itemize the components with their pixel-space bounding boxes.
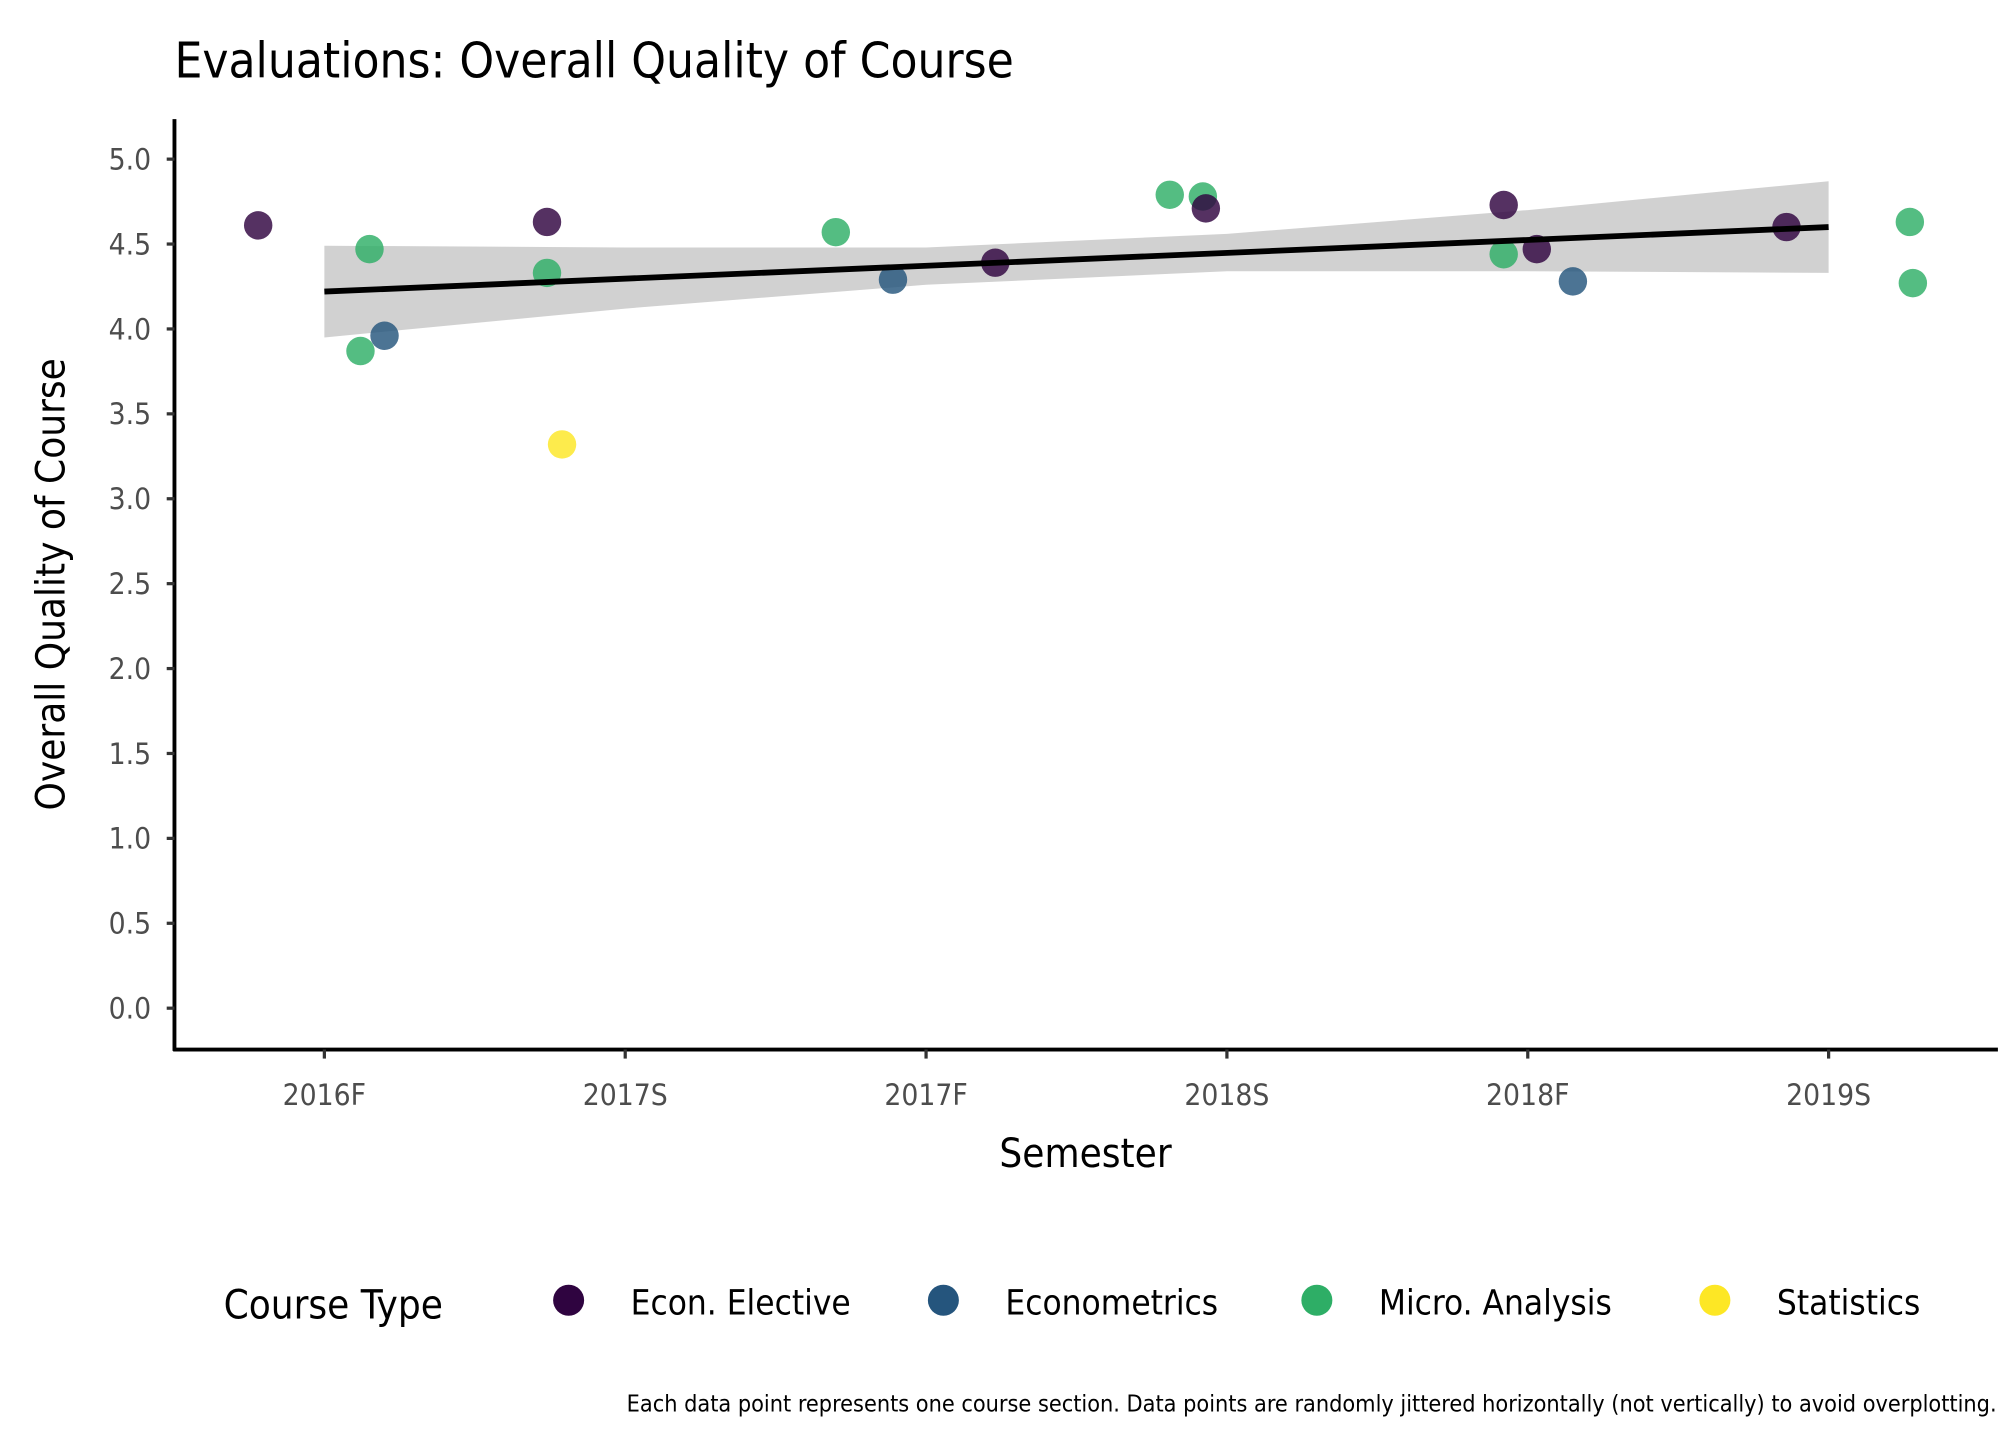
y-tick-label: 3.5 — [109, 397, 152, 432]
data-point-4 — [370, 321, 399, 350]
data-point-20 — [1898, 268, 1928, 298]
legend-label-2: Econometrics — [1005, 1283, 1218, 1323]
data-point-15 — [1489, 240, 1518, 269]
data-point-11 — [1155, 180, 1184, 210]
data-point-7 — [547, 430, 577, 459]
legend-label-4: Statistics — [1777, 1283, 1920, 1323]
x-tick-label: 2017F — [884, 1078, 967, 1113]
data-point-19 — [1895, 207, 1925, 237]
x-axis-label: Semester — [999, 1131, 1171, 1177]
y-tick-label: 0.5 — [109, 907, 152, 942]
legend-key-2 — [927, 1284, 959, 1316]
data-point-2 — [355, 234, 384, 264]
chart-title: Evaluations: Overall Quality of Course — [174, 32, 1013, 90]
legend-key-4 — [1699, 1284, 1731, 1316]
y-tick-label: 1.0 — [109, 822, 152, 857]
data-point-5 — [532, 207, 562, 237]
x-tick-label: 2016F — [283, 1078, 366, 1113]
data-point-3 — [346, 336, 375, 366]
data-point-1 — [243, 211, 273, 240]
legend-key-1 — [553, 1284, 585, 1316]
legend-title: Course Type — [224, 1282, 443, 1328]
regression-line — [324, 224, 1829, 295]
y-tick-label: 1.5 — [109, 737, 152, 772]
y-tick-label: 5.0 — [109, 142, 152, 177]
y-tick-label: 2.5 — [109, 567, 152, 602]
caption: Each data point represents one course se… — [627, 1390, 1997, 1417]
y-tick-label: 2.0 — [109, 652, 152, 687]
trend-line — [324, 224, 1829, 295]
x-tick-label: 2018F — [1486, 1078, 1569, 1113]
data-point-13 — [1191, 194, 1221, 223]
data-points — [243, 180, 1928, 459]
y-axis-label: Overall Quality of Course — [29, 358, 75, 810]
y-axis-ticks: 0.0 0.5 1.0 1.5 2.0 2.5 3.0 3.5 4.0 4.5 5.0 — [109, 142, 175, 1027]
legend-key-3 — [1301, 1284, 1333, 1316]
legend: Course Type Econ. Elective Econometrics Mi… — [224, 1282, 1921, 1328]
data-point-17 — [1558, 267, 1588, 296]
x-tick-label: 2017S — [583, 1078, 668, 1113]
data-point-9 — [878, 265, 908, 294]
y-tick-label: 3.0 — [109, 482, 152, 517]
x-axis-ticks: 2016F 2017S 2017F 2018S 2018F 2019S — [283, 1049, 1871, 1113]
y-tick-label: 4.0 — [109, 312, 152, 347]
legend-label-1: Econ. Elective — [631, 1283, 851, 1323]
x-tick-label: 2019S — [1786, 1078, 1871, 1113]
data-point-14 — [1489, 190, 1518, 220]
data-point-8 — [821, 217, 851, 247]
y-tick-label: 4.5 — [109, 227, 152, 262]
x-tick-label: 2018S — [1184, 1078, 1269, 1113]
y-tick-label: 0.0 — [109, 992, 152, 1027]
legend-label-3: Micro. Analysis — [1379, 1283, 1612, 1323]
